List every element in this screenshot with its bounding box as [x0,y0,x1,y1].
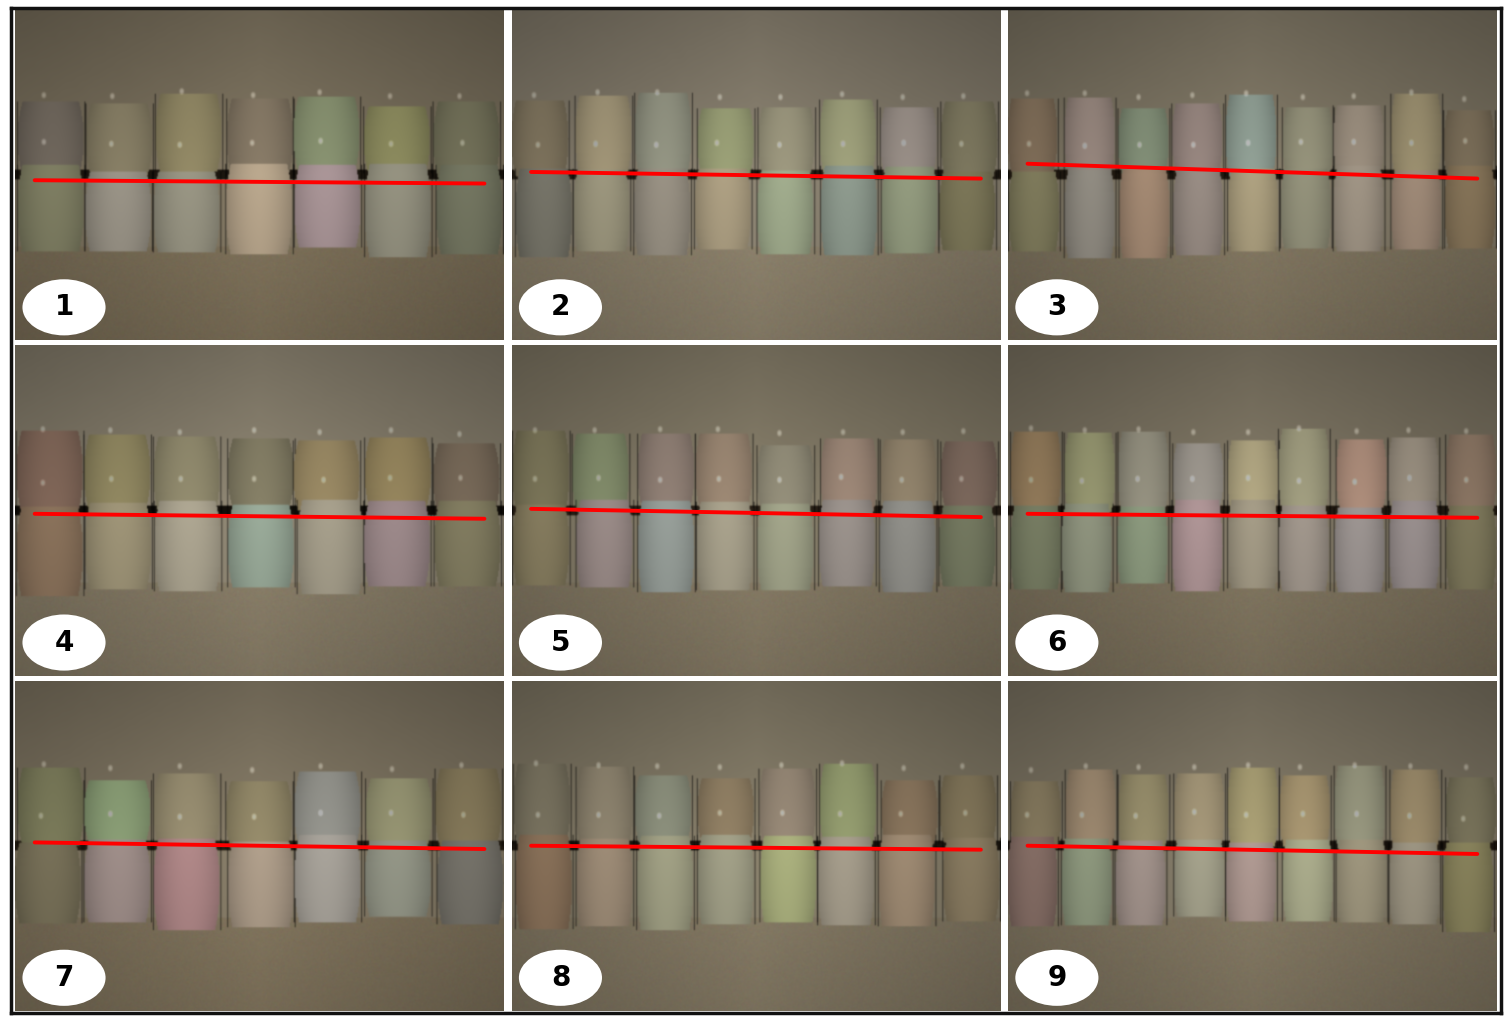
Circle shape [23,280,106,335]
Text: 6: 6 [1048,629,1066,657]
Text: 8: 8 [550,964,570,991]
Circle shape [1016,950,1098,1006]
Circle shape [1016,280,1098,335]
Circle shape [1016,615,1098,671]
Text: 5: 5 [550,629,570,657]
Text: 1: 1 [54,293,74,322]
Circle shape [519,280,602,335]
Text: 4: 4 [54,629,74,657]
Text: 2: 2 [550,293,570,322]
Circle shape [23,950,106,1006]
Circle shape [519,615,602,671]
Circle shape [23,615,106,671]
Text: 3: 3 [1048,293,1066,322]
Circle shape [519,950,602,1006]
Text: 9: 9 [1048,964,1066,991]
Text: 7: 7 [54,964,74,991]
